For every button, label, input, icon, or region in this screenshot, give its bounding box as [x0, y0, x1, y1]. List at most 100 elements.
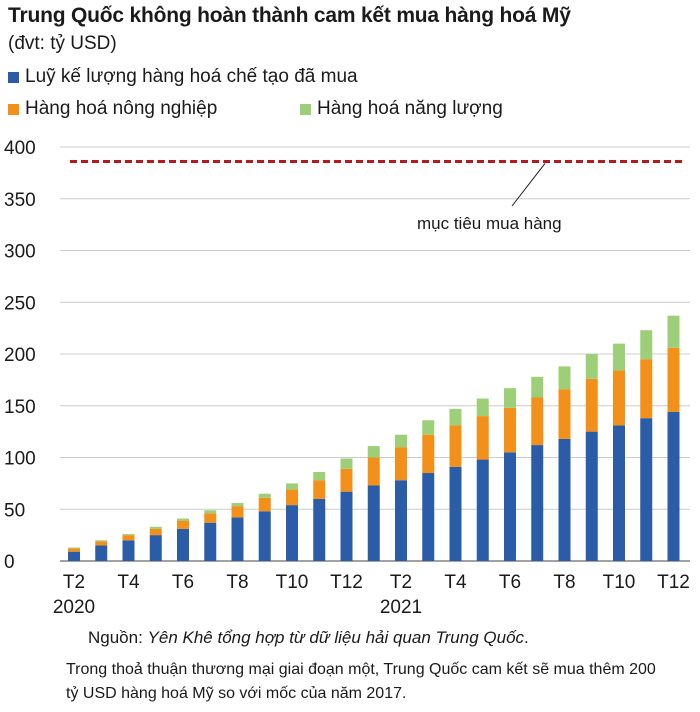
- bar-segment-series-1: [476, 416, 489, 460]
- bar-segment-series-2: [177, 518, 189, 521]
- y-tick-label: 0: [4, 552, 15, 573]
- bar-segment-series-1: [68, 548, 80, 552]
- legend-label-energy: Hàng hoá năng lượng: [317, 98, 503, 119]
- bar-segment-series-0: [177, 528, 189, 561]
- bar-segment-series-2: [667, 315, 680, 348]
- bar-segment-series-2: [449, 408, 462, 426]
- y-tick-label: 250: [4, 293, 36, 314]
- x-tick-label: T4: [117, 572, 140, 593]
- bar-segment-series-1: [367, 457, 380, 486]
- bar-segment-series-2: [640, 330, 653, 360]
- bar-segment-series-2: [476, 398, 489, 417]
- bar-segment-series-1: [531, 397, 544, 446]
- bar-segment-series-2: [395, 434, 407, 448]
- bar-segment-series-2: [367, 446, 380, 458]
- bar-segment-series-0: [367, 485, 380, 561]
- x-tick-label: T12: [657, 572, 690, 593]
- bar-segment-series-1: [585, 378, 598, 432]
- bar-segment-series-2: [340, 458, 353, 469]
- bar-segment-series-0: [531, 445, 544, 561]
- bar-segment-series-1: [640, 359, 653, 419]
- x-tick-label: T4: [444, 572, 467, 593]
- bar-segment-series-1: [449, 425, 462, 467]
- y-tick-label: 200: [4, 345, 36, 366]
- bar-segment-series-1: [313, 480, 326, 499]
- bar-segment-series-1: [258, 497, 271, 512]
- x-tick-label: T8: [553, 572, 575, 593]
- bar-segment-series-2: [504, 388, 516, 408]
- bar-segment-series-0: [68, 551, 80, 561]
- year-label: 2020: [53, 597, 95, 618]
- year-label: 2021: [380, 597, 422, 618]
- bar-segment-series-1: [149, 528, 162, 536]
- bar-segment-series-0: [149, 535, 162, 561]
- target-annotation: mục tiêu mua hàng: [417, 214, 562, 233]
- bar-segment-series-1: [95, 541, 108, 546]
- x-tick-label: T8: [226, 572, 248, 593]
- source-label: Nguồn:: [88, 628, 148, 647]
- bar-segment-series-1: [122, 535, 135, 541]
- bar-segment-series-0: [258, 511, 271, 561]
- legend-swatch-energy: [300, 103, 311, 115]
- bar-segment-series-2: [68, 547, 80, 549]
- target-leader-line: [511, 163, 546, 207]
- legend-swatch-agriculture: [8, 103, 19, 115]
- bar-segment-series-0: [313, 498, 326, 561]
- bar-segment-series-1: [395, 447, 407, 481]
- bar-segment-series-0: [340, 491, 353, 561]
- bar-segment-series-1: [422, 434, 435, 474]
- bar-segment-series-2: [122, 534, 135, 536]
- x-tick-label: T6: [499, 572, 521, 593]
- y-tick-label: 150: [4, 397, 36, 418]
- bar-segment-series-2: [585, 354, 598, 379]
- bar-segment-series-2: [286, 483, 298, 490]
- bar-segment-series-0: [558, 438, 571, 561]
- bar-segment-series-0: [122, 540, 135, 561]
- source-end: .: [524, 628, 529, 647]
- y-tick-label: 100: [4, 449, 36, 470]
- bar-segment-series-1: [667, 347, 680, 412]
- legend-label-manufactured: Luỹ kế lượng hàng hoá chế tạo đã mua: [25, 66, 358, 87]
- bar-segment-series-0: [395, 480, 407, 561]
- footnote: Trong thoả thuận thương mại giai đoạn mộ…: [66, 661, 656, 702]
- bar-segment-series-2: [149, 526, 162, 529]
- legend-item-manufactured: Luỹ kế lượng hàng hoá chế tạo đã mua: [8, 66, 358, 88]
- bar-segment-series-1: [286, 489, 298, 506]
- bar-segment-series-2: [313, 471, 326, 481]
- chart-title: Trung Quốc không hoàn thành cam kết mua …: [8, 4, 571, 27]
- bar-segment-series-2: [558, 366, 571, 390]
- bar-segment-series-2: [422, 420, 435, 435]
- source-line: Nguồn: Yên Khê tổng hợp từ dữ liệu hải q…: [88, 628, 529, 648]
- bar-segment-series-2: [204, 510, 217, 514]
- x-tick-label: T10: [276, 572, 309, 593]
- bar-segment-series-1: [613, 370, 625, 426]
- bar-segment-series-2: [95, 540, 108, 542]
- legend-item-energy: Hàng hoá năng lượng: [300, 98, 503, 120]
- bar-segment-series-0: [667, 411, 680, 561]
- source-text: Yên Khê tổng hợp từ dữ liệu hải quan Tru…: [147, 628, 525, 647]
- bar-segment-series-1: [504, 407, 516, 453]
- bar-segment-series-1: [231, 506, 244, 518]
- legend-label-agriculture: Hàng hoá nông nghiệp: [25, 98, 218, 119]
- bar-segment-series-2: [231, 503, 244, 507]
- stacked-bar-chart: 0 50 100 150 200 250 300 350 400 mục tiêu mua hàn…: [4, 138, 690, 618]
- x-tick-label: T6: [172, 572, 194, 593]
- bar-segment-series-2: [258, 493, 271, 498]
- y-tick-label: 50: [4, 500, 25, 521]
- x-tick-label: T2: [390, 572, 412, 593]
- y-tick-label: 300: [4, 242, 36, 263]
- bar-segment-series-0: [585, 431, 598, 561]
- bar-segment-series-0: [613, 425, 625, 561]
- bar-segment-series-0: [204, 522, 217, 561]
- x-tick-label: T2: [63, 572, 85, 593]
- bar-segment-series-0: [476, 459, 489, 561]
- legend-item-agriculture: Hàng hoá nông nghiệp: [8, 98, 217, 120]
- bar-segment-series-1: [340, 468, 353, 492]
- y-tick-label: 400: [4, 138, 36, 159]
- bar-segment-series-1: [177, 520, 189, 529]
- bar-segment-series-0: [422, 473, 435, 561]
- bar-segment-series-0: [95, 545, 108, 561]
- bar-segment-series-1: [558, 389, 571, 439]
- x-tick-label: T12: [330, 572, 363, 593]
- bar-segment-series-0: [640, 418, 653, 561]
